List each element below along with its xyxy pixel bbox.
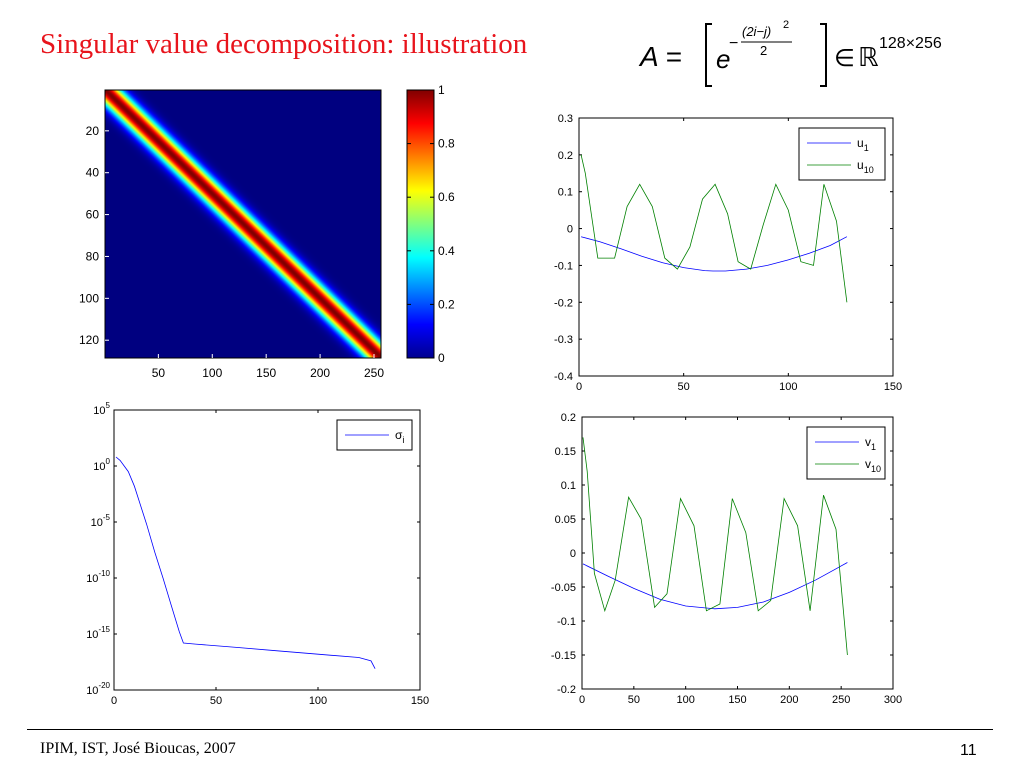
heatmap-ytick-label: 120 — [79, 333, 99, 347]
xtick-label: 0 — [579, 694, 585, 706]
series-line-u1 — [580, 236, 848, 272]
heatmap-frame — [104, 89, 382, 359]
colorbar-ticks: 0 0.2 0.4 0.6 0.8 1 — [407, 83, 455, 365]
heatmap-ticks: 50 100 150 200 250 20 40 60 80 100 120 — [79, 124, 384, 380]
formula-lhs: A = — [638, 41, 682, 72]
xtick-label: 250 — [832, 694, 850, 706]
ytick-label: -0.3 — [554, 334, 573, 346]
slide-title: Singular value decomposition: illustrati… — [40, 28, 528, 60]
ytick-label: -0.15 — [551, 650, 576, 662]
xtick-label: 200 — [780, 694, 798, 706]
xtick-label: 0 — [576, 381, 582, 393]
ytick-label: 0.2 — [558, 150, 573, 162]
formula-numerator: (2i−j) — [742, 24, 771, 39]
legend-label: v1 — [865, 435, 876, 452]
colorbar-gradient — [406, 89, 435, 359]
colorbar-tick-label: 0.8 — [438, 137, 455, 151]
matrix-formula: A = e − (2i−j) 2 2 ∈ ℝ 128×256 — [638, 19, 942, 87]
heatmap-xtick-label: 150 — [256, 366, 276, 380]
plot-frame — [113, 409, 421, 691]
ytick-label: -0.1 — [554, 260, 573, 272]
legend-label: σi — [395, 428, 404, 445]
xtick-label: 0 — [111, 695, 117, 707]
formula-denominator: 2 — [760, 43, 767, 58]
legend-label: u10 — [857, 158, 874, 175]
ytick-label: 10-15 — [86, 625, 110, 641]
colorbar-tick-label: 0 — [438, 351, 445, 365]
legend-box — [806, 426, 886, 480]
ytick-label: -0.4 — [554, 371, 573, 383]
footer-text: IPIM, IST, José Bioucas, 2007 — [40, 740, 236, 757]
ytick-label: 0.1 — [558, 187, 573, 199]
formula-space: ℝ — [858, 42, 879, 72]
heatmap-ytick-label: 60 — [86, 208, 100, 222]
formula-left-bracket — [705, 23, 712, 87]
colorbar-tick-label: 0.4 — [438, 244, 455, 258]
left-singular-vectors-plot: 0 50 100 150 0.3 0.2 0.1 0 -0.1 -0.2 -0.3 -0.4 u1 u10 — [554, 113, 902, 393]
colorbar-tick-label: 0.2 — [438, 297, 455, 311]
heatmap-xtick-label: 50 — [152, 366, 166, 380]
ytick-label: 0.3 — [558, 113, 573, 125]
heatmap-xtick-label: 200 — [310, 366, 330, 380]
heatmap-xtick-label: 100 — [202, 366, 222, 380]
ytick-label: -0.2 — [557, 684, 576, 696]
ytick-label: -0.1 — [557, 616, 576, 628]
heatmap-ytick-label: 100 — [79, 291, 99, 305]
ytick-label: 0 — [567, 224, 573, 236]
ytick-label: 0.05 — [555, 514, 576, 526]
page-number: 11 — [960, 742, 977, 759]
xtick-label: 150 — [884, 381, 902, 393]
ytick-label: 10-20 — [86, 681, 110, 697]
legend-label: v10 — [865, 457, 881, 474]
series-line-σi — [115, 456, 376, 669]
heatmap-ytick-label: 80 — [86, 249, 100, 263]
ytick-label: 0.1 — [561, 480, 576, 492]
xtick-label: 150 — [728, 694, 746, 706]
ytick-label: -0.05 — [551, 582, 576, 594]
series-line-u10 — [580, 154, 848, 303]
heatmap-ytick-label: 40 — [86, 166, 100, 180]
legend-label: u1 — [857, 136, 869, 153]
heatmap-xtick-label: 250 — [364, 366, 384, 380]
ytick-label: 0.2 — [561, 412, 576, 424]
formula-numerator-power: 2 — [783, 19, 789, 31]
series-line-v1 — [582, 562, 848, 610]
singular-values-plot: 0 50 100 150 105 100 10-5 10-10 10-15 10-20 σi — [86, 401, 429, 707]
xtick-label: 100 — [309, 695, 327, 707]
xtick-label: 50 — [628, 694, 640, 706]
heatmap-ytick-label: 20 — [86, 124, 100, 138]
right-singular-vectors-plot: 0 50 100 150 200 250 300 0.2 0.15 0.1 0.05 0 -0.05 -0… — [551, 412, 902, 706]
formula-space-exponent: 128×256 — [879, 35, 942, 52]
formula-exp-sign: − — [729, 35, 738, 52]
formula-right-bracket — [820, 23, 827, 87]
heatmap-image — [105, 90, 381, 358]
ytick-label: 100 — [93, 457, 110, 473]
xtick-label: 300 — [884, 694, 902, 706]
ytick-label: 0 — [570, 548, 576, 560]
xtick-label: 100 — [779, 381, 797, 393]
colorbar-tick-label: 1 — [438, 83, 445, 97]
ytick-label: 10-10 — [86, 569, 110, 585]
xtick-label: 150 — [411, 695, 429, 707]
xtick-label: 50 — [678, 381, 690, 393]
series-line-v10 — [582, 437, 848, 656]
ytick-label: 0.15 — [555, 446, 576, 458]
xtick-label: 100 — [676, 694, 694, 706]
ytick-label: -0.2 — [554, 297, 573, 309]
legend-box — [798, 127, 886, 181]
colorbar-tick-label: 0.6 — [438, 190, 455, 204]
colorbar: 0 0.2 0.4 0.6 0.8 1 — [406, 83, 455, 365]
formula-member-of: ∈ — [834, 45, 855, 72]
ytick-label: 105 — [93, 401, 110, 417]
ytick-label: 10-5 — [91, 513, 111, 529]
formula-base: e — [716, 44, 730, 74]
footer-rule — [27, 729, 993, 730]
xtick-label: 50 — [210, 695, 222, 707]
heatmap-chart: 50 100 150 200 250 20 40 60 80 100 120 — [79, 89, 384, 380]
